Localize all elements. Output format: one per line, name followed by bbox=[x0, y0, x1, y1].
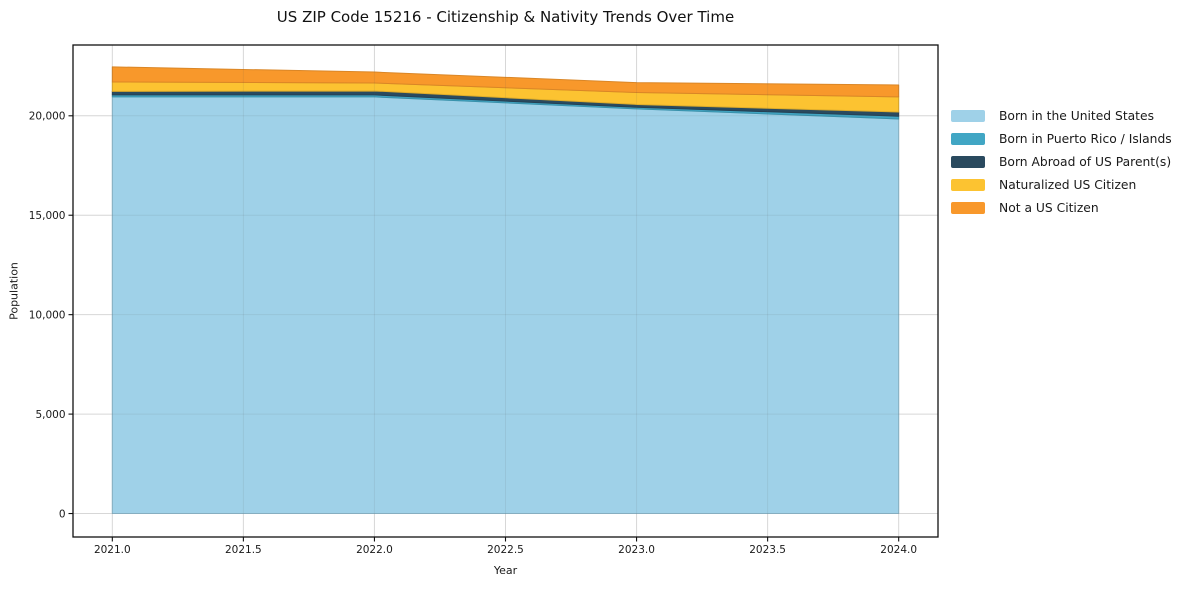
area-series-4 bbox=[111, 66, 900, 98]
legend-label: Born Abroad of US Parent(s) bbox=[999, 154, 1172, 169]
x-tick-label: 2023.0 bbox=[618, 544, 655, 556]
legend-swatch-icon bbox=[951, 201, 985, 214]
legend-swatch-icon bbox=[951, 109, 985, 122]
legend-swatch-icon bbox=[951, 132, 985, 145]
legend-swatch-icon bbox=[951, 178, 985, 191]
legend-item: Born Abroad of US Parent(s) bbox=[951, 150, 1172, 173]
y-tick-label: 20,000 bbox=[29, 111, 66, 123]
x-axis-label: Year bbox=[493, 564, 518, 577]
x-tick-label: 2022.0 bbox=[356, 544, 393, 556]
x-tick-label: 2021.0 bbox=[94, 544, 131, 556]
legend-label: Born in Puerto Rico / Islands bbox=[999, 131, 1172, 146]
x-tick-label: 2021.5 bbox=[225, 544, 262, 556]
x-tick-label: 2024.0 bbox=[880, 544, 917, 556]
x-tick-label: 2023.5 bbox=[749, 544, 786, 556]
legend-item: Not a US Citizen bbox=[951, 196, 1172, 219]
legend-item: Born in Puerto Rico / Islands bbox=[951, 127, 1172, 150]
y-tick-label: 10,000 bbox=[29, 309, 66, 321]
y-tick-label: 5,000 bbox=[35, 409, 65, 421]
legend: Born in the United States Born in Puerto… bbox=[951, 104, 1172, 219]
x-tick-label: 2022.5 bbox=[487, 544, 524, 556]
chart-title: US ZIP Code 15216 - Citizenship & Nativi… bbox=[276, 8, 735, 26]
legend-label: Not a US Citizen bbox=[999, 200, 1099, 215]
y-tick-label: 0 bbox=[59, 508, 66, 520]
legend-item: Naturalized US Citizen bbox=[951, 173, 1172, 196]
y-axis-label: Population bbox=[7, 262, 21, 320]
y-tick-label: 15,000 bbox=[29, 210, 66, 222]
legend-label: Naturalized US Citizen bbox=[999, 177, 1137, 192]
legend-label: Born in the United States bbox=[999, 108, 1154, 123]
legend-item: Born in the United States bbox=[951, 104, 1172, 127]
legend-swatch-icon bbox=[951, 155, 985, 168]
